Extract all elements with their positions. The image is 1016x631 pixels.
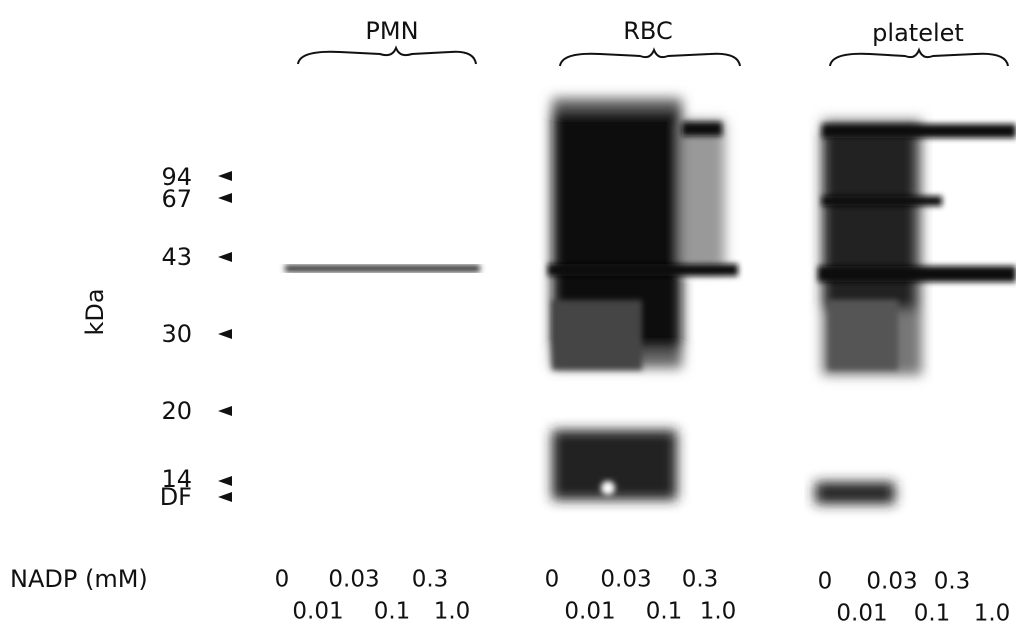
concentration: 0.3: [934, 569, 971, 595]
gel-rbc: [548, 98, 738, 500]
marker-label: 30: [161, 320, 192, 348]
concentration: 0.01: [836, 601, 887, 627]
concentration: 1.0: [434, 599, 471, 625]
brace: [829, 47, 1009, 67]
concentration: 0.3: [412, 567, 449, 593]
marker-label: 67: [161, 185, 192, 213]
concentration: 0.1: [914, 601, 951, 627]
group-label: platelet: [872, 19, 964, 47]
concentration: 1.0: [974, 601, 1011, 627]
marker-label: 14: [161, 465, 192, 493]
group-label: PMN: [365, 17, 418, 45]
concentration: 0.1: [374, 599, 411, 625]
concentration: 0.01: [292, 599, 343, 625]
concentration: 1.0: [700, 599, 737, 625]
gel-pmn: [285, 265, 480, 272]
marker-label: 94: [161, 163, 192, 191]
concentration: 0.03: [328, 567, 379, 593]
gel-platelet: [815, 120, 1016, 504]
concentration: 0.01: [564, 599, 615, 625]
concentration: 0: [818, 569, 833, 595]
marker-label: DF: [160, 483, 192, 511]
marker-arrows: [218, 171, 232, 502]
brace: [297, 45, 477, 65]
concentration: 0.1: [646, 599, 683, 625]
marker-label: 43: [161, 243, 192, 271]
concentration: 0: [545, 567, 560, 593]
marker-label: 20: [161, 397, 192, 425]
y-axis-label: kDa: [81, 288, 109, 335]
concentration: 0.03: [866, 569, 917, 595]
group-label: RBC: [623, 17, 672, 45]
concentration: 0.3: [682, 567, 719, 593]
concentration: 0.03: [600, 567, 651, 593]
brace: [559, 47, 741, 67]
concentration: 0: [275, 567, 290, 593]
x-axis-label: NADP (mM): [10, 565, 148, 593]
